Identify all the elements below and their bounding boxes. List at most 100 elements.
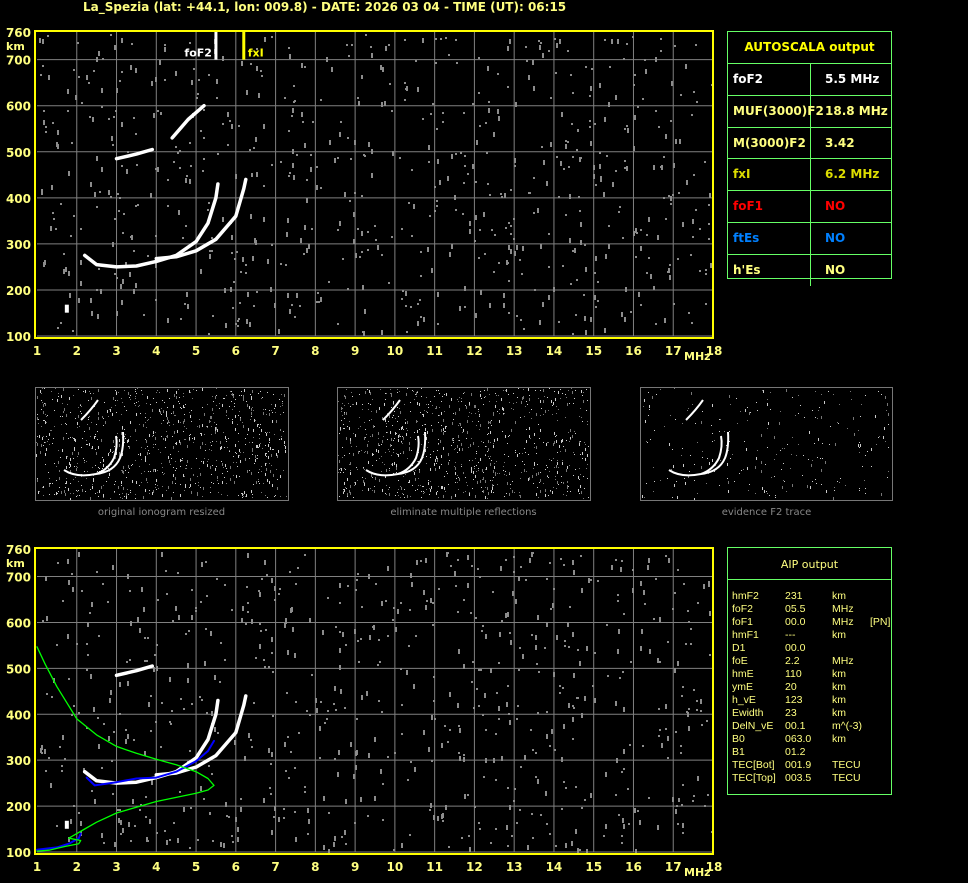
thumb-dot xyxy=(372,465,373,466)
noise-dot xyxy=(111,760,113,762)
thumb-dot xyxy=(538,497,539,498)
thumb-dot xyxy=(513,393,514,394)
thumb-dot xyxy=(275,404,276,407)
noise-dot xyxy=(451,244,453,249)
noise-dot xyxy=(485,634,487,639)
noise-dot xyxy=(604,117,606,122)
noise-dot xyxy=(623,768,625,770)
thumb-dot xyxy=(854,433,855,436)
thumb-dot xyxy=(271,454,272,457)
thumb-dot xyxy=(466,482,467,483)
thumb-dot xyxy=(238,441,239,442)
thumb-dot xyxy=(416,396,417,397)
noise-dot xyxy=(577,129,579,131)
thumb-dot xyxy=(59,477,60,480)
thumb-dot xyxy=(540,472,541,473)
noise-dot xyxy=(570,74,572,76)
thumb-dot xyxy=(41,400,42,401)
aip-cell: hmF2 xyxy=(732,590,759,602)
noise-dot xyxy=(120,820,122,825)
thumb-dot xyxy=(118,392,119,393)
thumb-dot xyxy=(453,419,454,420)
noise-dot xyxy=(127,151,129,153)
noise-dot xyxy=(531,552,533,557)
thumb-dot xyxy=(281,394,282,395)
thumb-dot xyxy=(546,443,547,446)
thumb-dot xyxy=(444,394,445,395)
thumb-dot xyxy=(49,444,50,445)
thumb-dot xyxy=(207,427,208,428)
aip-cell xyxy=(870,772,890,785)
noise-dot xyxy=(52,212,54,214)
thumb-dot xyxy=(743,469,744,470)
noise-dot xyxy=(295,583,297,585)
thumb-dot xyxy=(246,401,247,402)
thumb-dot xyxy=(818,438,819,441)
thumb-dot xyxy=(448,453,449,456)
thumb-dot xyxy=(189,487,190,488)
noise-dot xyxy=(476,140,478,145)
thumb-dot xyxy=(113,451,114,452)
thumb-dot xyxy=(87,424,88,425)
thumb-dot xyxy=(259,469,260,470)
noise-dot xyxy=(431,268,433,273)
noise-dot xyxy=(155,235,157,237)
noise-dot xyxy=(212,315,214,317)
thumb-dot xyxy=(258,393,259,394)
aip-cell: 063.0 xyxy=(785,733,812,745)
noise-dot xyxy=(640,304,642,306)
thumb-dot xyxy=(761,470,762,473)
thumb-dot xyxy=(687,410,688,411)
thumb-dot xyxy=(257,458,258,459)
thumb-dot xyxy=(235,415,236,418)
noise-dot xyxy=(328,849,330,854)
thumb-dot xyxy=(76,466,77,467)
thumb-dot xyxy=(572,391,573,394)
noise-dot xyxy=(507,845,509,847)
noise-dot xyxy=(71,714,73,716)
noise-dot xyxy=(292,108,294,113)
thumb-dot xyxy=(765,464,766,465)
thumb-dot xyxy=(95,493,96,494)
noise-dot xyxy=(621,835,623,837)
thumb-dot xyxy=(540,400,541,403)
thumb-dot xyxy=(178,420,179,423)
thumb-dot xyxy=(505,435,506,438)
thumb-dot xyxy=(419,429,420,430)
noise-dot xyxy=(447,176,449,181)
thumb-dot xyxy=(344,455,345,456)
thumb-dot xyxy=(674,388,675,389)
x-tick-label: 9 xyxy=(351,344,359,358)
thumb-dot xyxy=(390,444,391,447)
thumb-dot xyxy=(487,451,488,452)
thumb-dot xyxy=(135,391,136,392)
noise-dot xyxy=(489,194,491,196)
noise-dot xyxy=(92,117,94,122)
noise-dot xyxy=(659,617,661,622)
thumb-dot xyxy=(346,437,347,440)
noise-dot xyxy=(140,804,142,806)
thumb-dot xyxy=(749,412,750,415)
thumb-dot xyxy=(814,443,815,444)
thumb-dot xyxy=(409,448,410,451)
noise-dot xyxy=(493,758,495,763)
noise-dot xyxy=(280,263,282,265)
noise-dot xyxy=(623,613,625,615)
noise-dot xyxy=(603,835,605,837)
thumb-dot xyxy=(129,446,130,449)
thumb-dot xyxy=(66,414,67,417)
noise-dot xyxy=(353,239,355,244)
thumb-dot xyxy=(280,475,281,478)
thumb-dot xyxy=(348,403,349,404)
thumb-dot xyxy=(431,486,432,489)
thumb-dot xyxy=(87,444,88,445)
noise-dot xyxy=(246,90,248,95)
thumb-dot xyxy=(136,393,137,394)
thumb-dot xyxy=(417,461,418,462)
thumb-dot xyxy=(397,392,398,393)
thumb-dot xyxy=(172,436,173,437)
thumb-dot xyxy=(98,446,99,449)
thumb-dot xyxy=(110,498,111,499)
noise-dot xyxy=(264,666,266,668)
noise-dot xyxy=(103,723,105,725)
